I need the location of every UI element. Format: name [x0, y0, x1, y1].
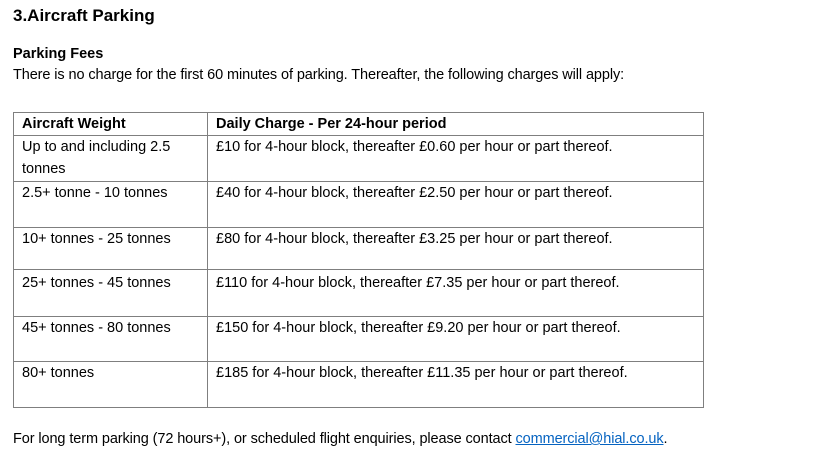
contact-period: .	[663, 431, 668, 447]
charge-cell: £80 for 4-hour block, thereafter £3.25 p…	[207, 227, 704, 270]
weight-cell: 25+ tonnes - 45 tonnes	[13, 269, 208, 317]
weight-cell: 45+ tonnes - 80 tonnes	[13, 316, 208, 362]
table-header-row: Aircraft Weight Daily Charge - Per 24-ho…	[13, 112, 704, 136]
charge-cell: £110 for 4-hour block, thereafter £7.35 …	[207, 269, 704, 317]
contact-email-link[interactable]: commercial@hial.co.uk	[515, 431, 664, 447]
charge-cell: £185 for 4-hour block, thereafter £11.35…	[207, 361, 704, 408]
parking-fees-table: Aircraft Weight Daily Charge - Per 24-ho…	[13, 112, 704, 408]
charge-cell: £150 for 4-hour block, thereafter £9.20 …	[207, 316, 704, 362]
table-row: 10+ tonnes - 25 tonnes £80 for 4-hour bl…	[13, 227, 704, 270]
header-aircraft-weight: Aircraft Weight	[13, 112, 208, 136]
table-row: 2.5+ tonne - 10 tonnes £40 for 4-hour bl…	[13, 181, 704, 228]
weight-cell: Up to and including 2.5 tonnes	[13, 135, 208, 182]
charge-cell: £40 for 4-hour block, thereafter £2.50 p…	[207, 181, 704, 228]
contact-paragraph: For long term parking (72 hours+), or sc…	[13, 431, 668, 447]
charge-cell: £10 for 4-hour block, thereafter £0.60 p…	[207, 135, 704, 182]
header-daily-charge: Daily Charge - Per 24-hour period	[207, 112, 704, 136]
contact-text: For long term parking (72 hours+), or sc…	[13, 431, 516, 447]
table-row: 45+ tonnes - 80 tonnes £150 for 4-hour b…	[13, 316, 704, 362]
weight-cell: 10+ tonnes - 25 tonnes	[13, 227, 208, 270]
table-row: 25+ tonnes - 45 tonnes £110 for 4-hour b…	[13, 269, 704, 317]
table-row: Up to and including 2.5 tonnes £10 for 4…	[13, 135, 704, 182]
subheading: Parking Fees	[13, 46, 104, 62]
section-title: 3.Aircraft Parking	[13, 6, 155, 25]
weight-cell: 2.5+ tonne - 10 tonnes	[13, 181, 208, 228]
table-row: 80+ tonnes £185 for 4-hour block, therea…	[13, 361, 704, 408]
weight-cell: 80+ tonnes	[13, 361, 208, 408]
intro-text: There is no charge for the first 60 minu…	[13, 67, 625, 83]
